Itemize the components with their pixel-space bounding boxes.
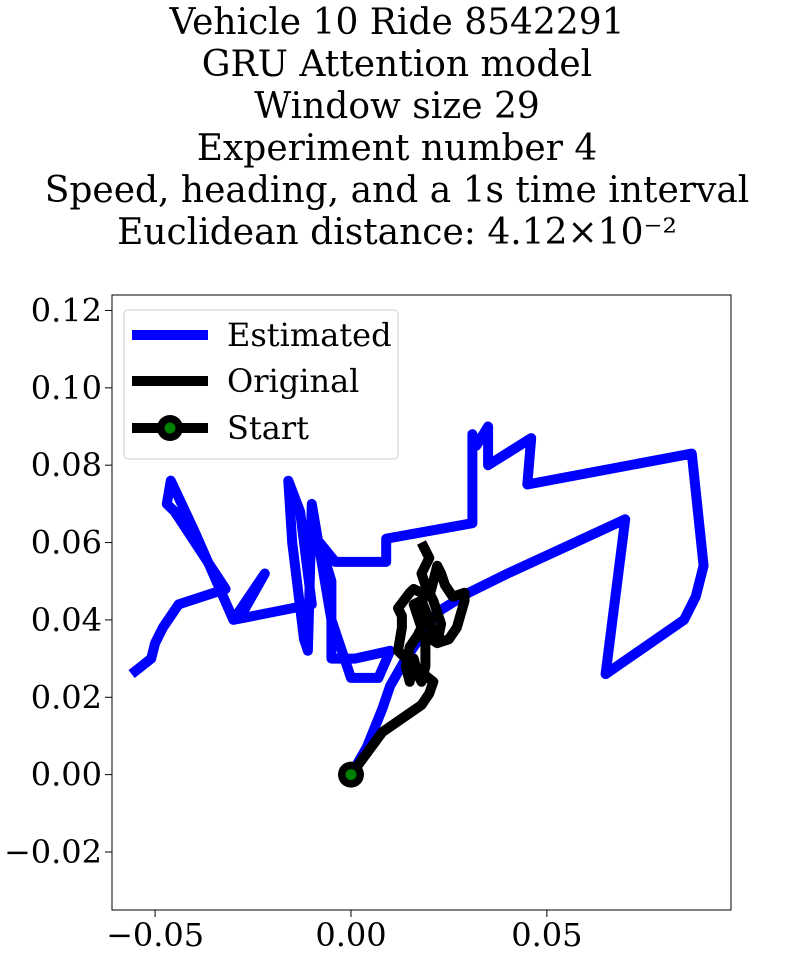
y-tick-label: −0.02 xyxy=(4,833,102,871)
y-tick-label: 0.00 xyxy=(31,756,102,794)
legend-label: Estimated xyxy=(227,316,392,354)
chart-title-line-4: Experiment number 4 xyxy=(196,128,598,169)
legend-box xyxy=(123,309,399,460)
y-tick-label: 0.08 xyxy=(31,446,102,484)
plot-frame xyxy=(111,294,732,911)
x-tick-label: −0.05 xyxy=(106,916,204,954)
x-tick-label: 0.00 xyxy=(315,916,386,954)
chart-title-line-2: GRU Attention model xyxy=(201,44,593,85)
y-tick-label: 0.04 xyxy=(31,601,102,639)
chart-title-line-5: Speed, heading, and a 1s time interval xyxy=(44,170,750,211)
legend-start-marker-inner xyxy=(164,422,176,434)
chart-title-line-1: Vehicle 10 Ride 8542291 xyxy=(169,2,625,43)
legend-label: Start xyxy=(227,409,309,447)
start-marker-inner xyxy=(345,769,357,781)
y-tick-label: 0.06 xyxy=(31,524,102,562)
legend-label: Original xyxy=(227,362,359,400)
x-tick-label: 0.05 xyxy=(511,916,582,954)
chart-title-line-6: Euclidean distance: 4.12×10⁻² xyxy=(117,212,677,253)
y-tick-label: 0.02 xyxy=(31,678,102,716)
series-line-estimated xyxy=(128,421,709,778)
y-tick-label: 0.10 xyxy=(31,369,102,407)
y-tick-label: 0.12 xyxy=(31,291,102,329)
series-line-original xyxy=(346,540,470,778)
chart-title-line-3: Window size 29 xyxy=(254,86,540,127)
